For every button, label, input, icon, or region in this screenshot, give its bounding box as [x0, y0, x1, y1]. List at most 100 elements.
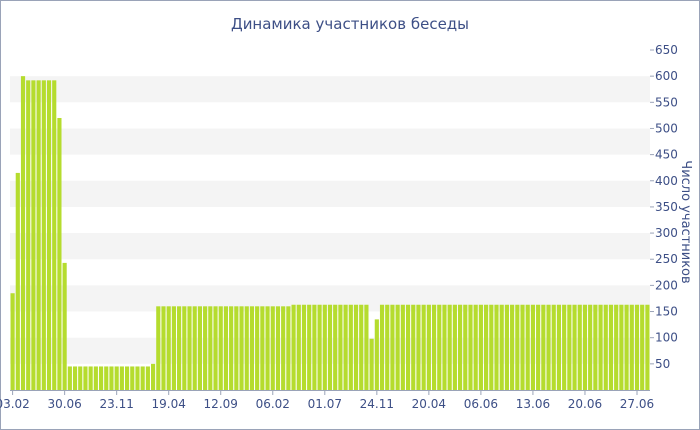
- bar: [333, 304, 338, 390]
- y-axis: 50 100 150 200 250 300 350 400 450 500 550 600 650: [650, 43, 678, 371]
- y-tick-label: 550: [655, 95, 678, 109]
- bar: [109, 366, 114, 390]
- bar: [307, 304, 312, 390]
- bar: [78, 366, 83, 390]
- bar: [624, 304, 629, 390]
- bar: [296, 304, 301, 390]
- bar: [530, 304, 536, 390]
- bar: [286, 306, 291, 390]
- x-tick-label: 01.07: [308, 397, 342, 411]
- bar: [421, 304, 426, 390]
- bar: [327, 304, 333, 390]
- y-tick-label: 250: [655, 252, 678, 266]
- bar: [31, 80, 36, 390]
- bar: [416, 304, 421, 390]
- bar: [374, 319, 379, 390]
- x-tick-label: 13.06: [516, 397, 550, 411]
- bar: [244, 306, 249, 390]
- y-tick-label: 200: [655, 278, 678, 292]
- bar: [385, 304, 390, 390]
- bar: [515, 304, 520, 390]
- y-tick-label: 500: [655, 121, 678, 135]
- x-tick-label: 20.04: [412, 397, 446, 411]
- y-tick-label: 50: [655, 357, 670, 371]
- bar: [556, 304, 562, 390]
- bar: [10, 293, 15, 390]
- bar: [192, 306, 197, 390]
- bar: [239, 306, 244, 390]
- bar: [197, 306, 202, 390]
- bar: [541, 304, 546, 390]
- bar: [291, 304, 296, 390]
- bar: [546, 304, 551, 390]
- bars-group: [10, 76, 650, 391]
- bar: [359, 304, 364, 390]
- y-tick-label: 100: [655, 331, 678, 345]
- bar: [411, 304, 416, 390]
- x-tick-label: 27.06: [620, 397, 654, 411]
- bar: [426, 304, 431, 390]
- bar: [484, 304, 489, 390]
- bar: [468, 304, 473, 390]
- bar: [536, 304, 541, 390]
- y-tick-label: 400: [655, 174, 678, 188]
- bar: [213, 306, 218, 390]
- bar: [395, 304, 400, 390]
- bar: [572, 304, 577, 390]
- y-tick-label: 150: [655, 305, 678, 319]
- bar: [62, 262, 67, 390]
- bar: [338, 304, 343, 390]
- bar: [645, 304, 650, 390]
- x-tick-label: 20.06: [568, 397, 602, 411]
- x-tick-label: 30.06: [47, 397, 81, 411]
- bar: [551, 304, 556, 390]
- bar: [379, 304, 385, 390]
- x-tick-label: 19.04: [152, 397, 186, 411]
- bar: [46, 80, 52, 390]
- bar: [72, 366, 78, 390]
- bar: [463, 304, 468, 390]
- bar: [260, 306, 265, 390]
- bar: [442, 304, 447, 390]
- bar: [140, 366, 145, 390]
- bar: [562, 304, 567, 390]
- grid-band: [10, 180, 650, 207]
- bar: [249, 306, 255, 390]
- bar: [203, 306, 208, 390]
- bar: [348, 304, 353, 390]
- bar: [494, 304, 499, 390]
- x-axis: 03.02 30.06 23.11 19.04 12.09 06.02 01.07 24.11…: [0, 390, 654, 411]
- bar: [437, 304, 442, 390]
- bar: [640, 304, 645, 390]
- bar: [281, 306, 286, 390]
- bar: [369, 338, 374, 390]
- grid-band: [10, 76, 650, 103]
- bar: [83, 366, 88, 390]
- bar: [473, 304, 478, 390]
- y-axis-title: Число участников: [678, 160, 693, 283]
- bar: [26, 80, 31, 390]
- bar: [15, 172, 20, 390]
- bar: [593, 304, 598, 390]
- bar: [588, 304, 593, 390]
- bar: [301, 304, 307, 390]
- bar: [390, 304, 395, 390]
- bar: [431, 304, 437, 390]
- bar: [161, 306, 166, 390]
- bar: [57, 118, 62, 390]
- bar: [41, 80, 46, 390]
- bar: [478, 304, 483, 390]
- bar: [629, 304, 634, 390]
- bar: [151, 363, 156, 390]
- bar: [52, 80, 57, 390]
- bar: [229, 306, 234, 390]
- bar: [145, 366, 150, 390]
- bar: [182, 306, 187, 390]
- bar: [98, 366, 104, 390]
- bar: [130, 366, 135, 390]
- bar: [520, 304, 525, 390]
- bar: [317, 304, 322, 390]
- y-tick-label: 350: [655, 200, 678, 214]
- bar: [343, 304, 348, 390]
